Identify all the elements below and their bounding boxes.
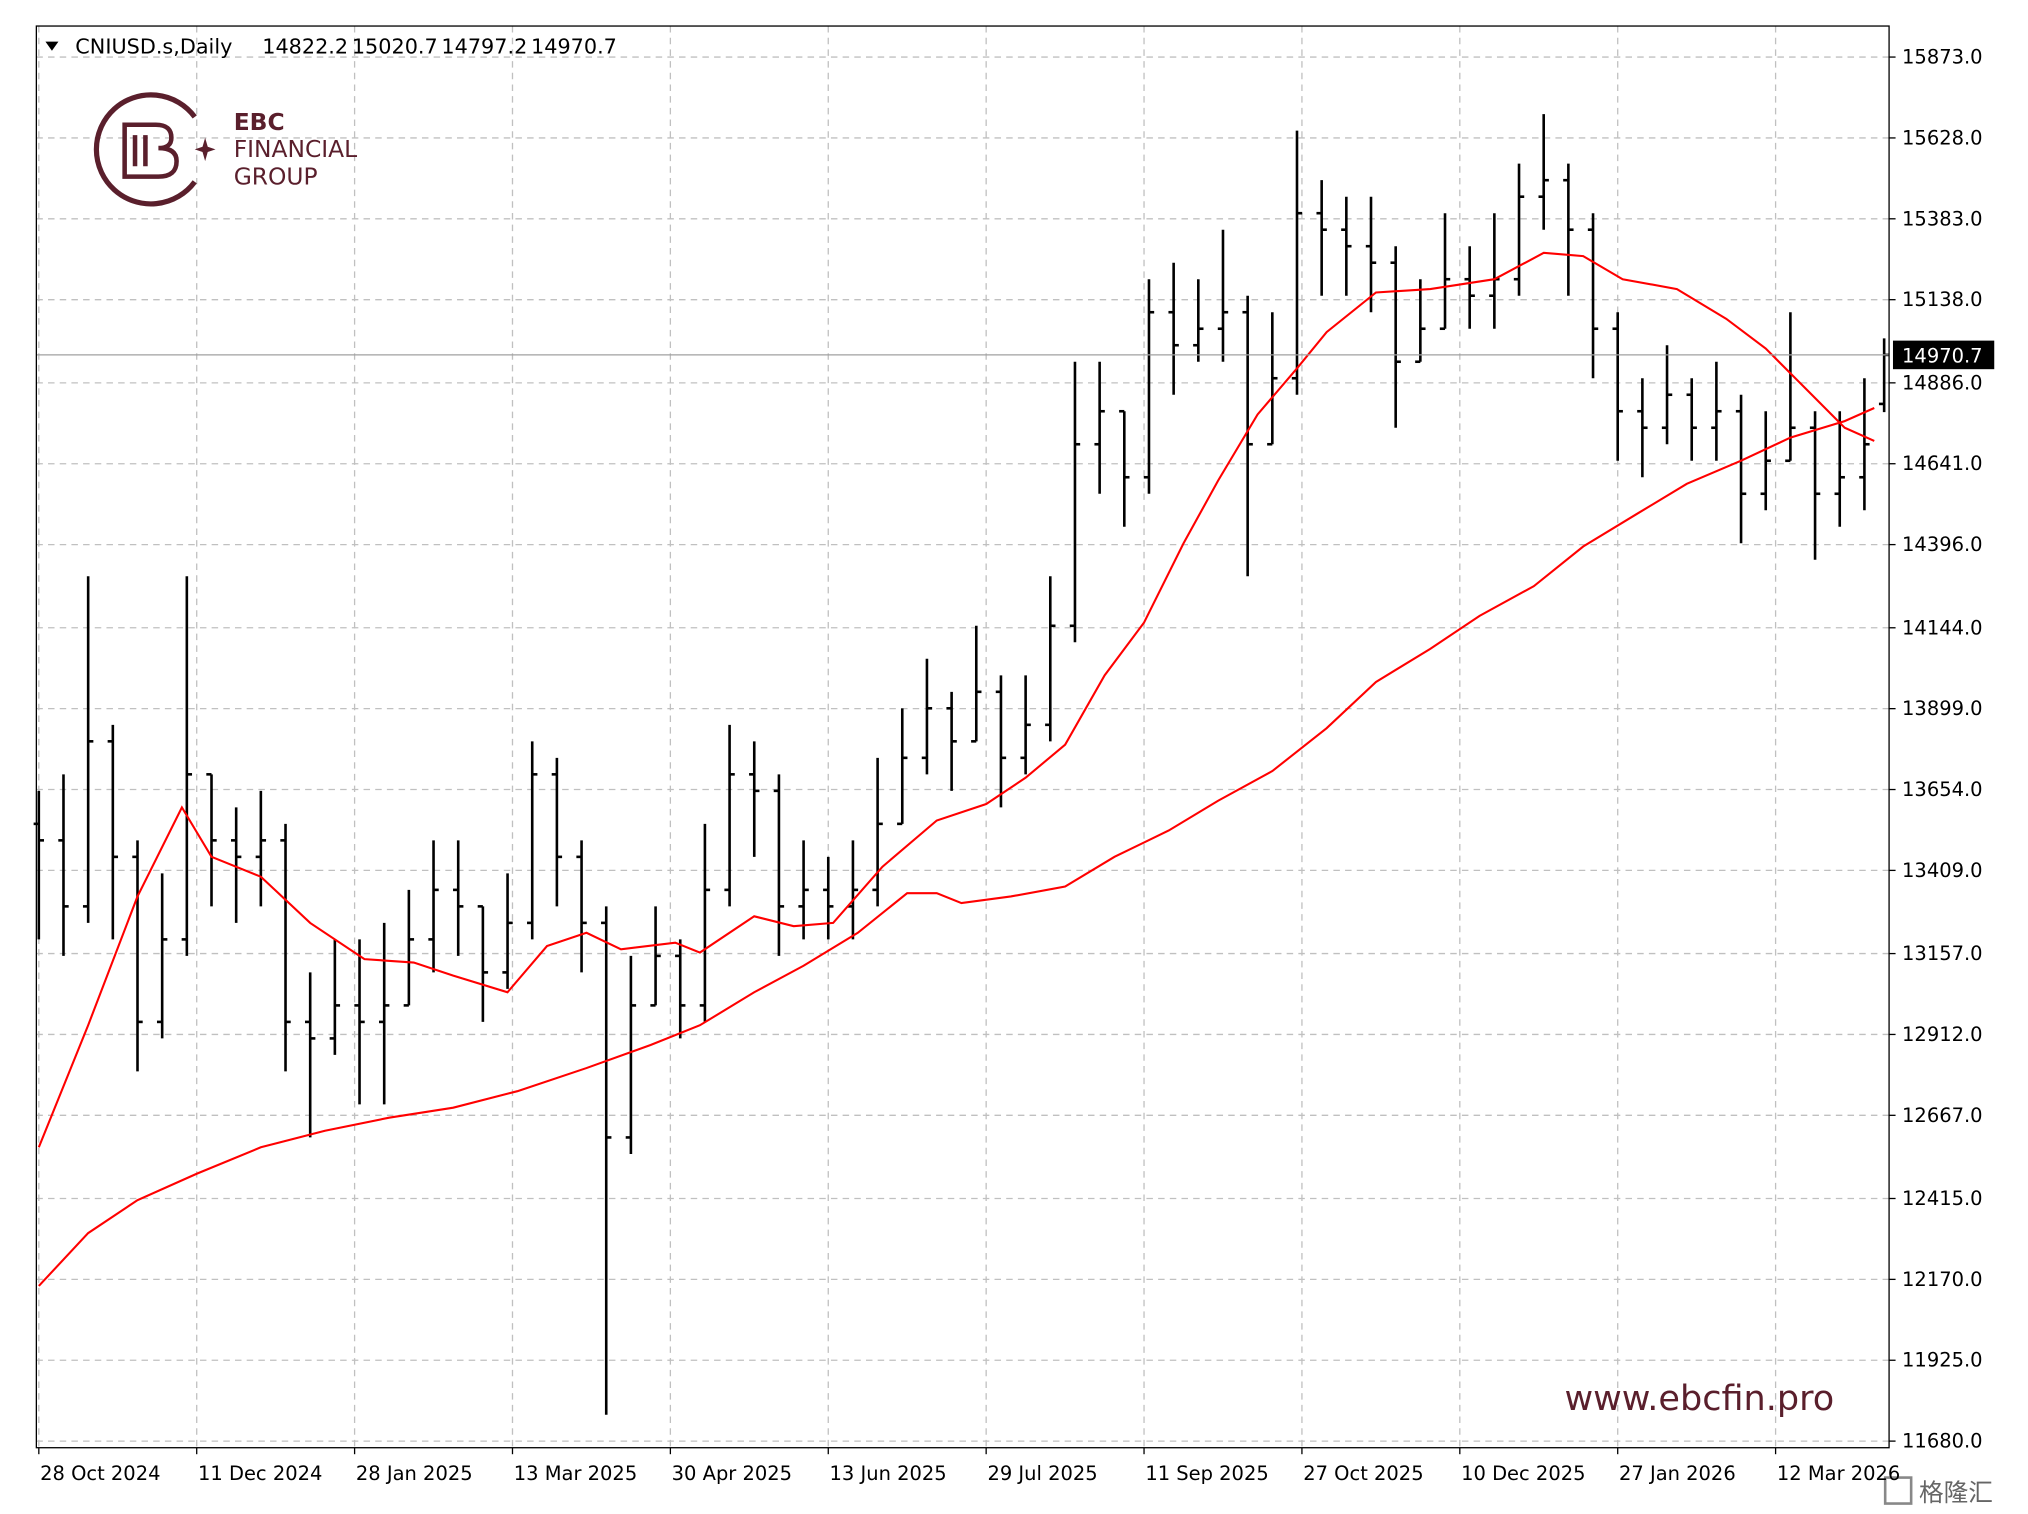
y-tick-label: 12667.0 <box>1902 1104 1983 1127</box>
badge-icon <box>1883 1476 1913 1505</box>
y-tick-label: 14886.0 <box>1902 371 1983 394</box>
x-tick-label: 12 Mar 2026 <box>1777 1462 1900 1485</box>
x-tick-label: 27 Jan 2026 <box>1619 1462 1736 1485</box>
y-tick-label: 14396.0 <box>1902 533 1983 556</box>
logo: EBC FINANCIAL GROUP <box>93 92 357 207</box>
x-tick-label: 30 Apr 2025 <box>672 1462 792 1485</box>
x-tick-label: 13 Jun 2025 <box>830 1462 947 1485</box>
x-tick-label: 11 Dec 2024 <box>198 1462 322 1485</box>
y-tick-label: 11925.0 <box>1902 1349 1983 1372</box>
moving-average <box>37 251 1875 1148</box>
menu-arrow[interactable] <box>45 41 59 51</box>
y-tick-label: 12170.0 <box>1902 1268 1983 1291</box>
x-tick-label: 11 Sep 2025 <box>1145 1462 1268 1485</box>
logo-ring <box>93 92 197 207</box>
logo-text: GROUP <box>234 162 318 190</box>
x-tick-label: 29 Jul 2025 <box>987 1462 1097 1485</box>
y-tick-label: 14641.0 <box>1902 452 1983 475</box>
y-tick-label: 11680.0 <box>1902 1430 1983 1453</box>
x-tick-label: 10 Dec 2025 <box>1461 1462 1585 1485</box>
y-tick-label: 15138.0 <box>1902 288 1983 311</box>
source-badge: 格隆汇 <box>1879 1469 2026 1512</box>
watermark: www.ebcfin.pro <box>1564 1378 1834 1419</box>
plot-frame <box>35 25 1890 1449</box>
y-tick-label: 15628.0 <box>1902 126 1983 149</box>
logo-star <box>194 137 216 162</box>
grid <box>36 26 1890 1448</box>
marks <box>33 114 1890 1415</box>
y-tick-label: 14144.0 <box>1902 616 1983 639</box>
moving-average <box>38 407 1875 1287</box>
y-tick-label: 15873.0 <box>1902 46 1983 69</box>
y-tick-label: 15383.0 <box>1902 207 1983 230</box>
last-price-box <box>1892 340 1995 370</box>
logo-text: EBC <box>234 108 285 136</box>
y-tick-label: 13157.0 <box>1902 942 1983 965</box>
badge-text: 格隆汇 <box>1919 1478 1993 1507</box>
y-tick-label: 13409.0 <box>1902 859 1983 882</box>
y-tick-label: 13654.0 <box>1902 778 1983 801</box>
logo-text: FINANCIAL <box>234 135 357 163</box>
header-low: 14797.2 <box>441 34 527 58</box>
header-open: 14822.2 <box>262 34 348 58</box>
x-tick-label: 27 Oct 2025 <box>1303 1462 1423 1485</box>
x-tick-label: 28 Jan 2025 <box>356 1462 473 1485</box>
logo-mark <box>122 122 179 179</box>
symbol-title: CNIUSD.s,Daily <box>75 34 232 58</box>
x-tick-label: 13 Mar 2025 <box>514 1462 637 1485</box>
header-close: 14970.7 <box>531 34 617 58</box>
x-tick-label: 28 Oct 2024 <box>40 1462 160 1485</box>
header-high: 15020.7 <box>352 34 438 58</box>
y-tick-label: 13899.0 <box>1902 697 1983 720</box>
last-price-label: 14970.7 <box>1902 345 1983 368</box>
y-tick-label: 12415.0 <box>1902 1187 1983 1210</box>
y-tick-label: 12912.0 <box>1902 1023 1983 1046</box>
